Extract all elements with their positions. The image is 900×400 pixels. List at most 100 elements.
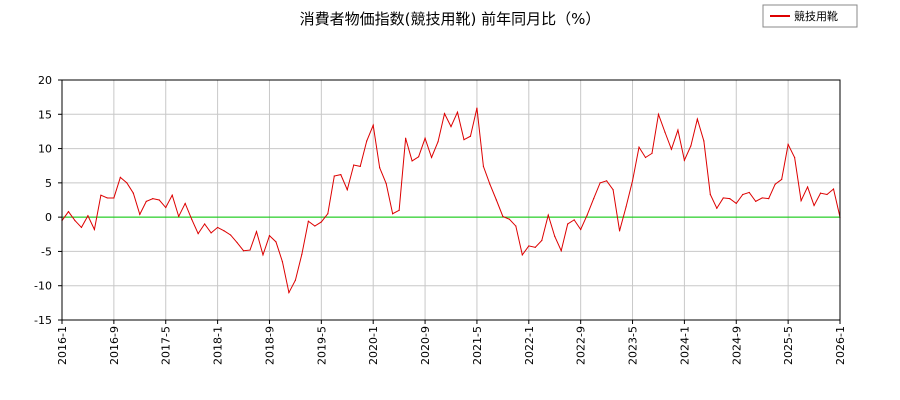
data-point — [761, 197, 763, 199]
y-tick-label: 0 — [45, 211, 52, 224]
x-tick-label: 2017-5 — [160, 326, 173, 365]
data-point — [806, 186, 809, 188]
data-point — [275, 241, 277, 243]
data-point — [502, 215, 504, 218]
data-point — [774, 183, 776, 185]
data-point — [249, 249, 251, 251]
data-point — [191, 218, 193, 220]
data-point — [580, 228, 582, 231]
data-point — [132, 192, 134, 194]
data-point — [443, 113, 446, 115]
data-point — [113, 197, 115, 199]
data-point — [372, 124, 374, 126]
data-point — [333, 175, 335, 177]
data-point — [554, 235, 556, 237]
data-point — [385, 182, 387, 185]
data-point — [171, 194, 173, 196]
data-point — [106, 197, 108, 199]
data-point — [495, 199, 497, 201]
x-tick-label: 2020-9 — [419, 326, 432, 365]
data-point — [268, 235, 271, 237]
data-point — [281, 261, 284, 263]
data-point — [320, 221, 322, 223]
data-point — [165, 206, 167, 209]
data-point — [255, 230, 258, 233]
data-point — [560, 250, 562, 252]
data-point — [515, 225, 517, 227]
data-point — [703, 140, 705, 142]
data-point — [832, 188, 835, 190]
data-point — [392, 213, 394, 215]
data-point — [683, 159, 686, 161]
data-point — [411, 160, 413, 162]
data-point — [735, 202, 737, 205]
data-point — [294, 279, 296, 281]
data-point — [547, 214, 549, 216]
data-point — [521, 254, 523, 256]
data-point — [631, 180, 634, 182]
data-point — [327, 213, 329, 215]
data-point — [178, 215, 180, 218]
x-tick-label: 2022-1 — [523, 326, 536, 365]
x-tick-label: 2016-9 — [108, 326, 121, 365]
data-point — [781, 178, 783, 181]
data-point — [573, 219, 575, 221]
chart-title: 消費者物価指数(競技用靴) 前年同月比（%） — [300, 10, 601, 28]
data-point — [236, 241, 238, 244]
data-point — [489, 183, 491, 185]
y-tick-label: 15 — [38, 108, 52, 121]
data-point — [716, 207, 718, 209]
data-point — [819, 192, 822, 194]
data-point — [210, 232, 212, 234]
data-point — [217, 226, 219, 229]
data-point — [314, 225, 316, 227]
data-point — [690, 145, 692, 147]
legend-box — [762, 4, 858, 28]
data-point — [476, 107, 478, 109]
series-points — [61, 107, 841, 294]
data-point — [651, 152, 653, 154]
data-point — [456, 111, 459, 113]
data-point — [405, 137, 407, 139]
data-point — [664, 131, 666, 133]
data-point — [223, 230, 225, 232]
data-point — [599, 182, 601, 184]
data-point — [307, 220, 309, 222]
data-point — [353, 164, 355, 166]
plot-frame — [61, 79, 841, 321]
data-point — [677, 129, 679, 131]
data-point — [748, 191, 750, 194]
x-tick-label: 2024-1 — [678, 326, 691, 365]
data-point — [657, 113, 660, 115]
data-point — [826, 193, 828, 196]
data-point — [593, 198, 595, 200]
x-tick-label: 2020-1 — [367, 326, 380, 365]
data-point — [242, 250, 245, 252]
data-point — [379, 167, 381, 169]
data-point — [229, 234, 232, 236]
data-point — [606, 180, 608, 182]
x-tick-label: 2021-5 — [471, 326, 484, 365]
data-point — [800, 200, 802, 202]
data-point — [80, 226, 83, 229]
data-point — [340, 174, 342, 176]
data-point — [541, 239, 543, 242]
data-point — [612, 189, 614, 191]
data-point — [787, 143, 789, 146]
data-point — [119, 176, 121, 178]
data-point — [586, 214, 588, 216]
y-axis-ticks: 20 15 10 5 0 -5 -10 -15 — [34, 74, 62, 327]
data-point — [74, 219, 76, 222]
data-point — [204, 223, 206, 225]
data-point — [742, 193, 744, 196]
data-point — [437, 141, 439, 143]
x-tick-label: 2023-5 — [627, 326, 640, 365]
data-point — [469, 135, 472, 137]
data-point — [262, 254, 264, 256]
data-point — [417, 156, 420, 158]
data-point — [696, 118, 698, 120]
data-point — [670, 148, 673, 150]
legend-label: 競技用靴 — [794, 9, 838, 23]
data-point — [100, 194, 102, 196]
